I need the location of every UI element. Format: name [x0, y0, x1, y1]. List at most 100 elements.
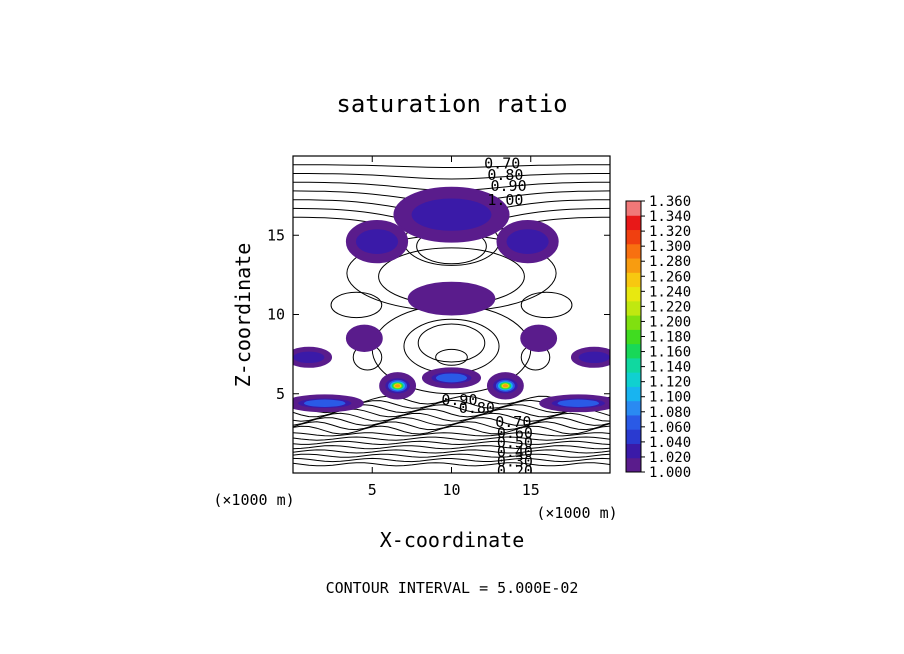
colorbar-swatch — [626, 429, 641, 444]
colorbar-swatch — [626, 201, 641, 216]
colorbar-label: 1.120 — [649, 375, 691, 391]
contour-label: 0.80 — [459, 399, 495, 417]
contour-loop — [520, 291, 573, 319]
contour-label: 0.70 — [484, 155, 520, 173]
y-axis-ticks: 5 10 15 — [267, 226, 610, 403]
supersaturation-core — [355, 229, 399, 254]
colorbar-swatch — [626, 443, 641, 459]
y-tick-label: 15 — [267, 226, 285, 244]
colorbar-label: 1.160 — [649, 345, 691, 361]
supersaturation-region — [407, 281, 496, 316]
y-unit-label: (×1000 m) — [536, 504, 617, 522]
contour-line — [293, 453, 610, 458]
contour-line — [293, 462, 610, 467]
contour-loop — [435, 348, 468, 366]
colorbar-label: 1.220 — [649, 299, 691, 315]
colorbar-label: 1.240 — [649, 284, 691, 300]
colorbar-swatch — [626, 286, 641, 302]
colorbar-label: 1.260 — [649, 269, 691, 285]
plot-area: 0.700.800.901.000.900.800.700.600.500.40… — [293, 155, 610, 480]
contour-loop — [330, 291, 383, 319]
colorbar: 1.3601.3401.3201.3001.2801.2601.2401.220… — [625, 194, 691, 481]
contour-line — [293, 173, 610, 180]
contour-line — [293, 421, 610, 431]
contour-line — [293, 436, 610, 441]
contour-label: 0.80 — [487, 166, 523, 184]
colorbar-label: 1.340 — [649, 209, 691, 225]
colorbar-swatch — [626, 243, 641, 259]
supersaturation-core — [502, 384, 509, 388]
colorbar-label: 1.100 — [649, 390, 691, 406]
contour-label: 0.90 — [441, 391, 477, 409]
contour-label: 0.60 — [497, 424, 533, 442]
colorbar-swatch — [626, 414, 641, 430]
supersaturation-regions — [293, 186, 610, 413]
contour-line — [293, 416, 610, 426]
supersaturation-core — [394, 384, 401, 388]
colorbar-swatch — [626, 357, 641, 373]
contour-line — [293, 412, 610, 422]
x-unit-label: (×1000 m) — [213, 491, 294, 509]
colorbar-label: 1.300 — [649, 239, 691, 255]
colorbar-label: 1.000 — [649, 465, 691, 481]
colorbar-label: 1.080 — [649, 405, 691, 421]
x-tick-label: 10 — [442, 481, 460, 499]
colorbar-swatch — [626, 300, 641, 316]
supersaturation-region — [520, 324, 558, 352]
supersaturation-core — [293, 351, 325, 364]
contour-line — [293, 432, 610, 437]
supersaturation-core — [578, 351, 610, 364]
contour-label: 1.00 — [487, 191, 523, 209]
colorbar-label: 1.320 — [649, 224, 691, 240]
colorbar-label: 1.200 — [649, 314, 691, 330]
colorbar-swatch — [626, 372, 641, 387]
supersaturation-core — [303, 399, 346, 407]
colorbar-label: 1.020 — [649, 450, 691, 466]
x-axis-label: X-coordinate — [380, 528, 525, 552]
contour-line — [293, 449, 610, 454]
supersaturation-core — [506, 229, 549, 254]
colorbar-swatch — [626, 343, 641, 359]
colorbar-label: 1.360 — [649, 194, 691, 210]
supersaturation-core — [411, 198, 492, 231]
contour-line — [293, 457, 610, 463]
x-axis-ticks: 5 10 15 — [368, 156, 540, 499]
contour-interval-footer: CONTOUR INTERVAL = 5.000E-02 — [326, 579, 579, 597]
contour-label: 0.70 — [495, 413, 531, 431]
contour-line — [293, 425, 610, 435]
colorbar-swatch — [626, 229, 641, 245]
y-axis-label: Z-coordinate — [231, 243, 255, 388]
contour-label: 0.50 — [497, 434, 533, 452]
contour-line — [293, 440, 610, 446]
colorbar-label: 1.140 — [649, 360, 691, 376]
x-tick-label: 5 — [368, 481, 377, 499]
colorbar-swatch — [626, 258, 641, 273]
colorbar-swatch — [626, 315, 641, 330]
contour-line — [293, 445, 610, 450]
supersaturation-region — [345, 324, 383, 352]
colorbar-label: 1.040 — [649, 435, 691, 451]
chart-title: saturation ratio — [336, 90, 567, 118]
colorbar-label: 1.180 — [649, 330, 691, 346]
supersaturation-core — [435, 373, 468, 383]
contour-label: 0.90 — [490, 177, 526, 195]
colorbar-label: 1.280 — [649, 254, 691, 270]
contour-labels: 0.700.800.901.000.900.800.700.600.500.40… — [441, 155, 533, 480]
y-tick-label: 5 — [276, 385, 285, 403]
colorbar-swatch — [626, 329, 641, 345]
contour-label: 0.30 — [497, 453, 533, 471]
colorbar-swatch — [626, 386, 641, 402]
contour-label: 0.40 — [497, 443, 533, 461]
contour-loop — [417, 323, 486, 363]
supersaturation-core — [557, 399, 600, 407]
colorbar-swatch — [626, 457, 641, 473]
colorbar-swatch — [626, 215, 641, 231]
x-tick-label: 15 — [522, 481, 540, 499]
colorbar-label: 1.060 — [649, 420, 691, 436]
y-tick-label: 10 — [267, 306, 285, 324]
contour-label: 0.20 — [497, 462, 533, 480]
colorbar-swatch — [626, 272, 641, 288]
contour-line — [293, 164, 610, 168]
colorbar-swatch — [626, 400, 641, 416]
